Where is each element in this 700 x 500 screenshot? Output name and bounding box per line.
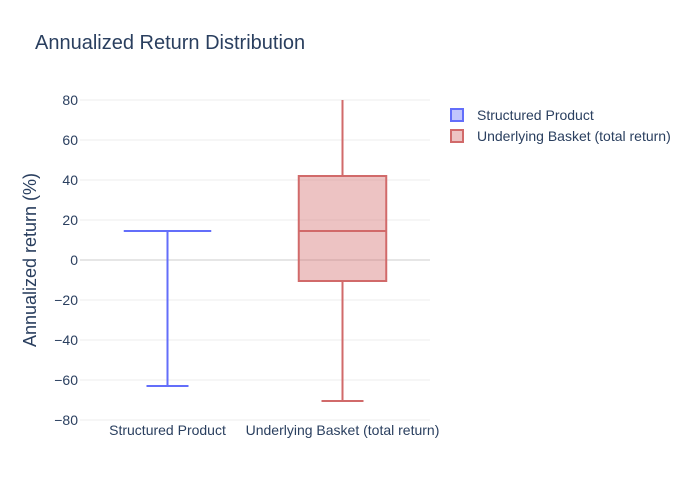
x-tick-label: Underlying Basket (total return) — [246, 422, 440, 438]
y-tick-label: 80 — [62, 92, 78, 108]
y-tick-labels: 80 60 40 20 0 −20 −40 −60 −80 — [54, 92, 78, 428]
legend-label: Underlying Basket (total return) — [477, 128, 671, 144]
legend[interactable]: Structured Product Underlying Basket (tot… — [450, 107, 671, 144]
legend-item[interactable]: Structured Product — [450, 107, 594, 123]
legend-item[interactable]: Underlying Basket (total return) — [450, 128, 671, 144]
y-tick-label: 20 — [62, 212, 78, 228]
y-tick-label: 40 — [62, 172, 78, 188]
legend-label: Structured Product — [477, 107, 594, 123]
x-tick-labels: Structured Product Underlying Basket (tot… — [109, 422, 439, 438]
box-structured-product — [123, 230, 212, 387]
y-tick-label: 0 — [70, 252, 78, 268]
box-series — [123, 100, 388, 402]
box-underlying-basket — [297, 100, 388, 402]
y-tick-label: −40 — [54, 332, 78, 348]
box-body — [297, 175, 388, 282]
y-tick-label: 60 — [62, 132, 78, 148]
gridlines — [80, 99, 430, 421]
legend-swatch — [450, 129, 464, 143]
y-axis-title: Annualized return (%) — [20, 173, 40, 347]
legend-swatch — [450, 108, 464, 122]
x-tick-label: Structured Product — [109, 422, 226, 438]
y-tick-label: −80 — [54, 412, 78, 428]
chart-title: Annualized Return Distribution — [35, 32, 305, 54]
y-tick-label: −20 — [54, 292, 78, 308]
y-tick-label: −60 — [54, 372, 78, 388]
